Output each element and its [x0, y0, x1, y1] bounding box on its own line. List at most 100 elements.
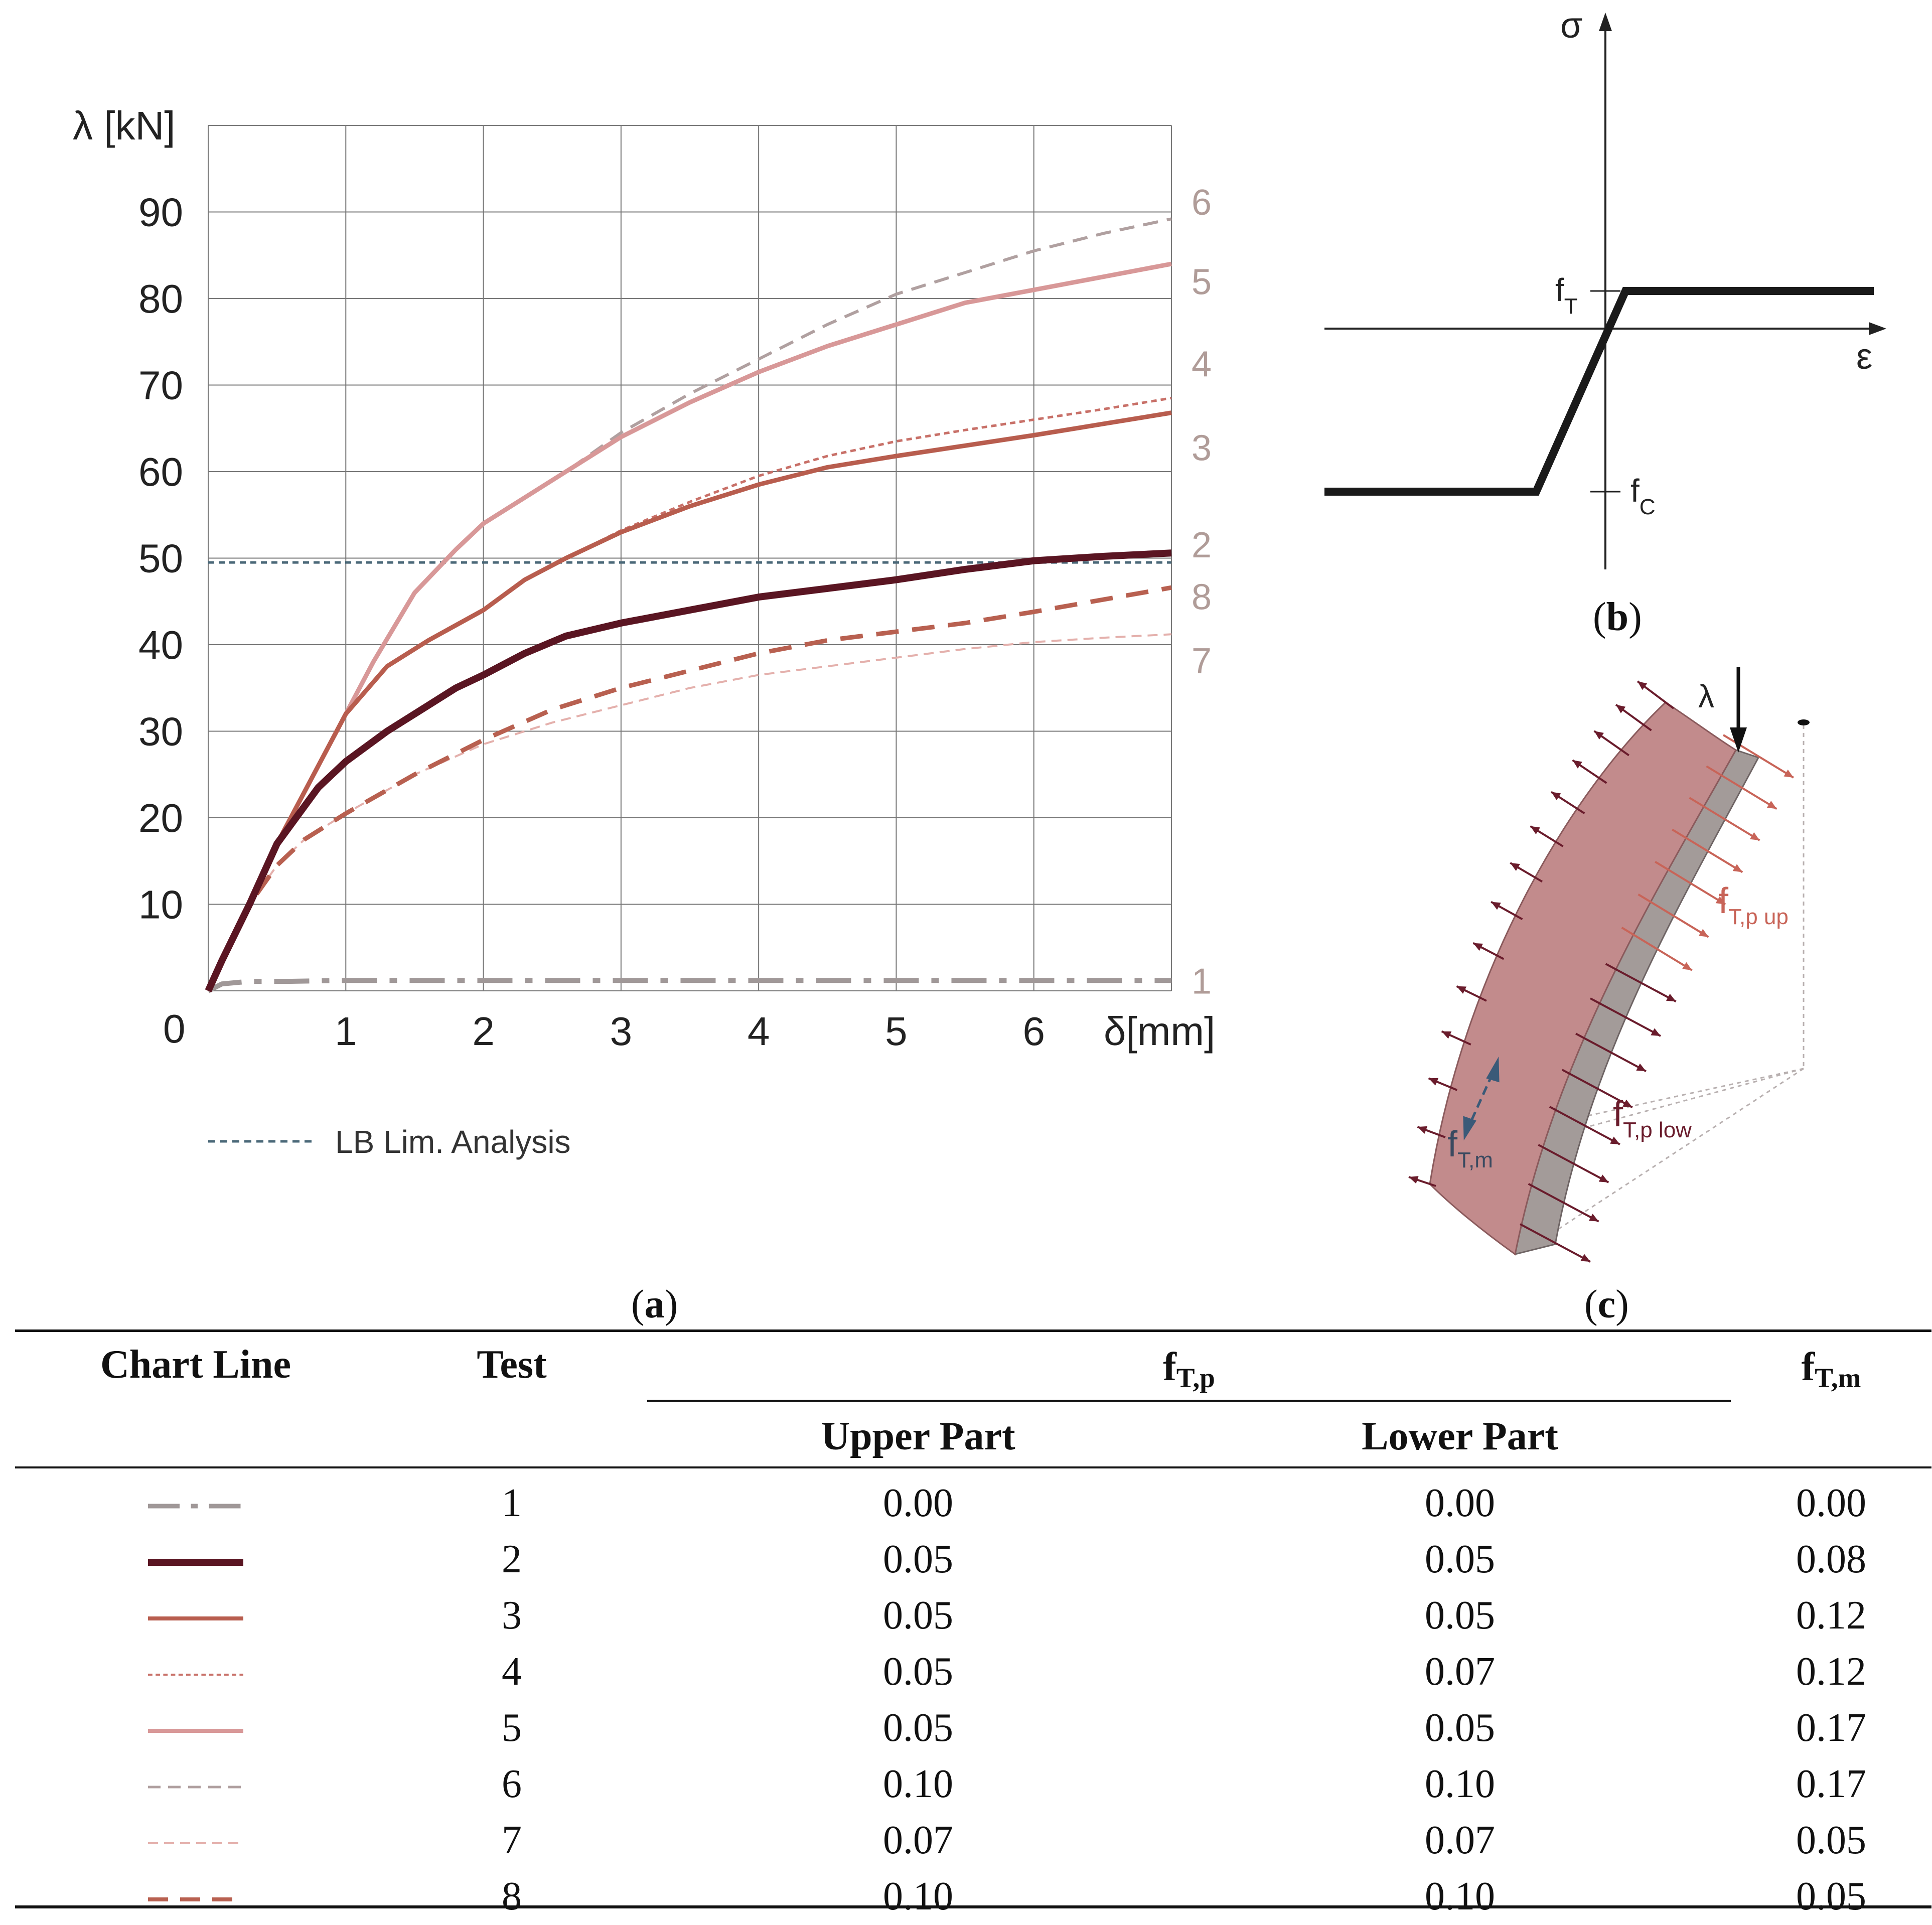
fc-label: fC	[1630, 473, 1656, 519]
chart-line-swatch	[148, 1842, 243, 1845]
series-end-label-5: 5	[1192, 262, 1212, 303]
load-arrowhead	[1730, 727, 1747, 753]
series-end-label-8: 8	[1192, 577, 1212, 617]
y-tick-label: 30	[138, 709, 183, 754]
chart-line-swatch-cell	[15, 1532, 376, 1588]
ft-up-label: fT,p up	[1718, 881, 1789, 929]
stress-arrow	[1706, 765, 1777, 810]
panel-c-arch-diagram: λ fT,p up fT,p low fT,m	[1408, 667, 1810, 1263]
series-end-label-2: 2	[1192, 525, 1212, 565]
epsilon-label: ε	[1856, 337, 1872, 377]
x-tick-label: 4	[748, 1009, 770, 1054]
series-end-label-1: 1	[1192, 961, 1212, 1001]
chart-line-swatch	[148, 1559, 243, 1566]
series-end-labels: 1 2 3 4 5 6 7 8	[1192, 183, 1212, 1002]
y-tick-label: 10	[138, 882, 183, 927]
stress-arrow	[1575, 1032, 1647, 1073]
stress-arrowhead	[1598, 1174, 1609, 1182]
stress-arrowhead	[1615, 704, 1626, 713]
tick-labels: 1 2 3 4 5 6 10 20 30 40 50 60 70 80 90	[138, 190, 1045, 1054]
header-chart-line: Chart Line	[100, 1343, 291, 1387]
upper-part-cell: 0.05	[883, 1537, 953, 1582]
y-tick-label: 50	[138, 536, 183, 581]
y-tick-label: 80	[138, 276, 183, 321]
ftm-cell: 0.12	[1796, 1650, 1866, 1694]
stress-arrow	[1538, 1144, 1609, 1183]
parameters-table: Chart Line Test fT,p fT,m Upper Part Low…	[15, 1329, 1931, 1925]
chart-line-swatch-cell	[15, 1588, 376, 1644]
y-tick-label: 90	[138, 190, 183, 235]
upper-part-cell: 0.10	[883, 1874, 953, 1919]
stress-arrowhead	[1572, 760, 1582, 769]
lower-part-cell: 0.05	[1425, 1537, 1495, 1582]
stress-arrowhead	[1766, 801, 1777, 809]
lower-part-cell: 0.05	[1425, 1593, 1495, 1638]
caption-c: (c)	[1584, 1282, 1629, 1326]
chart-line-swatch	[148, 1616, 243, 1621]
stress-arrowhead	[1732, 864, 1743, 872]
series-line-5	[206, 261, 1172, 992]
legend-reference-label: LB Lim. Analysis	[335, 1124, 571, 1160]
stress-arrow	[1561, 1069, 1633, 1109]
series-end-label-6: 6	[1192, 183, 1212, 223]
table-row: 3 0.05 0.05 0.12	[15, 1588, 1931, 1644]
header-ftp: fT,p	[647, 1331, 1731, 1408]
test-cell: 7	[502, 1818, 522, 1863]
test-cell: 3	[502, 1593, 522, 1638]
stress-strain-curve	[1324, 287, 1874, 496]
table-row: 2 0.05 0.05 0.08	[15, 1532, 1931, 1588]
stress-arrowhead	[1698, 929, 1709, 937]
test-cell: 4	[502, 1650, 522, 1694]
caption-b: (b)	[1593, 595, 1642, 639]
table-row: 5 0.05 0.05 0.17	[15, 1700, 1931, 1756]
stress-arrowhead	[1588, 1214, 1599, 1222]
header-upper-part: Upper Part	[821, 1414, 1015, 1458]
table-row: 8 0.10 0.10 0.05	[15, 1869, 1931, 1925]
stress-arrowhead	[1491, 902, 1501, 910]
ft-m-label: fT,m	[1447, 1124, 1493, 1172]
stress-arrow	[1520, 1223, 1591, 1263]
table-body: 1 0.00 0.00 0.00 2 0.05 0.05 0.08 3 0.05 0.05 0.12 4…	[15, 1467, 1931, 1925]
stress-arrowhead	[1610, 1136, 1620, 1145]
series-line-4	[207, 396, 1172, 992]
stress-arrow	[1590, 997, 1661, 1037]
chart-line-swatch	[148, 1504, 243, 1509]
lower-part-cell: 0.10	[1425, 1762, 1495, 1807]
sigma-label: σ	[1560, 6, 1582, 46]
epsilon-axis-arrow	[1869, 322, 1886, 335]
test-cell: 2	[502, 1537, 522, 1582]
ftm-cell: 0.05	[1796, 1818, 1866, 1863]
series-end-label-3: 3	[1192, 428, 1212, 469]
table-row: 4 0.05 0.07 0.12	[15, 1644, 1931, 1700]
stress-arrowhead	[1636, 1063, 1646, 1072]
chart-line-swatch-cell	[15, 1756, 376, 1813]
stress-arrow	[1672, 828, 1743, 873]
ftm-cell: 0.08	[1796, 1537, 1866, 1582]
series-line-1	[207, 978, 1171, 993]
test-cell: 1	[502, 1481, 522, 1526]
stress-arrowhead	[1530, 826, 1540, 835]
stress-arrow	[1605, 963, 1677, 1003]
test-cell: 5	[502, 1706, 522, 1750]
table-bottom-rule	[15, 1905, 1931, 1908]
ftm-cell: 0.05	[1796, 1874, 1866, 1919]
stress-arrowhead	[1441, 1031, 1452, 1039]
test-cell: 8	[502, 1874, 522, 1919]
stress-arrowhead	[1651, 1028, 1661, 1036]
origin-label: 0	[163, 1006, 186, 1051]
panel-a-chart: 1 2 3 4 5 6 10 20 30 40 50 60 70 80 90 1 2 3 4 5 6 7 8 λ [kN]…	[73, 103, 1215, 1160]
stress-arrowhead	[1510, 862, 1520, 871]
stress-arrow	[1549, 1106, 1620, 1145]
chart-line-swatch-cell	[15, 1700, 376, 1756]
series-line-8	[206, 585, 1172, 992]
ftm-cell: 0.17	[1796, 1762, 1866, 1807]
ft-low-label: fT,p low	[1613, 1094, 1692, 1142]
stress-arrow	[1528, 1183, 1599, 1223]
y-tick-label: 40	[138, 623, 183, 667]
upper-part-cell: 0.10	[883, 1762, 953, 1807]
stress-arrowhead	[1638, 681, 1648, 690]
x-tick-label: 6	[1022, 1009, 1045, 1054]
caption-a: (a)	[631, 1282, 678, 1326]
hinge-marker	[1798, 719, 1810, 725]
x-tick-label: 2	[472, 1009, 495, 1054]
